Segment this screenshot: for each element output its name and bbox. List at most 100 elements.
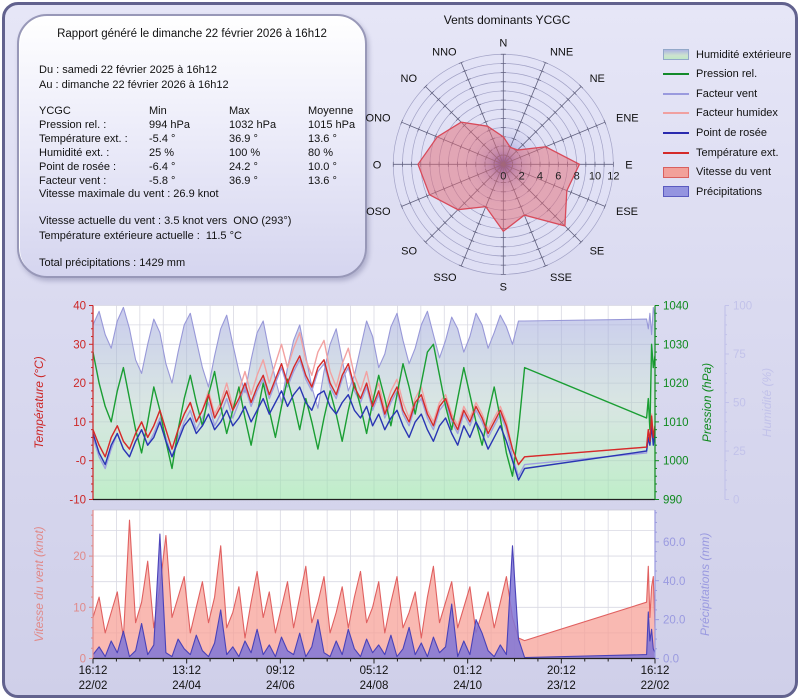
windrose-polygon <box>417 121 581 233</box>
series-line-temperature-ext <box>93 355 655 466</box>
windrose-spoke-tick <box>511 137 517 141</box>
windrose-direction-label: ONO <box>366 113 392 125</box>
windrose-direction-label: SE <box>590 246 605 258</box>
windrose-spoke-tick <box>400 119 403 125</box>
windrose-radial-tick-label: 4 <box>537 170 543 182</box>
windrose-spoke-tick <box>436 97 441 102</box>
windrose-direction-label: E <box>625 159 632 171</box>
windrose-spoke-tick <box>539 69 545 73</box>
windrose-spoke-tick <box>578 193 581 199</box>
windrose-spoke-tick <box>569 133 573 139</box>
windrose-direction-label: NE <box>590 73 605 85</box>
windrose-direction-label: O <box>373 159 382 171</box>
windrose-spoke-tick <box>586 196 590 202</box>
precip-axis-title: Précipitations (mm) <box>698 533 712 636</box>
temp-tick-label: 30 <box>73 339 86 351</box>
windrose-radial-tick-label: 10 <box>589 170 601 182</box>
pressure-tick-label: 990 <box>663 495 682 507</box>
windrose-spoke-tick <box>472 95 478 98</box>
max-wind-line: Vitesse maximale du vent : 26.9 knot <box>39 188 219 200</box>
windrose-radial-tick-label: 2 <box>519 170 525 182</box>
humidity-tick-label: 0 <box>733 495 739 507</box>
windrose-radial-tick-label: 6 <box>555 170 561 182</box>
legend-line-swatch <box>663 112 689 115</box>
x-label-date: 23/12 <box>547 680 576 692</box>
windrose-spoke-tick <box>469 239 475 242</box>
legend-line-swatch <box>663 131 689 134</box>
windrose-spoke-tick <box>579 240 584 245</box>
cell-min: 994 hPa <box>149 119 190 131</box>
windrose-spoke-tick <box>458 61 464 64</box>
series-line-point-de-rosee <box>93 386 655 481</box>
cell-avg: 80 % <box>308 147 334 159</box>
windrose-chart: N NNE NE ENE E ESE SE SSE S SSO SO OSO O ONO NO NNO 0 2 4 6… <box>366 37 639 293</box>
current-temp-line: Température extérieure actuelle : 11.5 °… <box>39 229 242 242</box>
windrose-spoke-tick <box>423 84 428 89</box>
windrose-spoke-tick <box>449 110 454 115</box>
windrose-radial-tick-label: 8 <box>574 170 580 182</box>
windrose-spoke-tick <box>455 116 460 121</box>
legend-line-swatch <box>663 92 689 95</box>
windrose-spoke-tick <box>462 69 468 73</box>
x-label-time: 05:12 <box>360 665 389 677</box>
humidity-axis-title: Humidité (%) <box>760 368 774 437</box>
temp-tick-label: 10 <box>73 417 86 429</box>
windrose-spoke-tick <box>458 264 464 268</box>
windrose-direction-label: NNE <box>550 47 573 59</box>
windrose-spoke-tick <box>518 120 524 124</box>
windrose-spoke-tick <box>521 112 527 115</box>
legend-label: Point de rosée <box>696 126 767 139</box>
cell-max: 1032 hPa <box>229 119 277 131</box>
legend-box-swatch <box>663 49 689 61</box>
humidity-tick-label: 25 <box>733 446 746 458</box>
windrose-spoke-tick <box>586 126 590 132</box>
col-header-max: Max <box>229 105 250 117</box>
windrose-spoke-tick <box>561 137 564 143</box>
windrose-spoke-tick <box>462 256 468 259</box>
windrose-direction-label: NO <box>401 73 418 85</box>
current-wind-line: Vitesse actuelle du vent : 3.5 knot vers… <box>39 215 292 227</box>
windrose-spoke-tick <box>479 213 485 217</box>
humidity-tick-label: 50 <box>733 398 746 410</box>
windrose-spoke-tick <box>425 193 429 199</box>
report-table: YCGC Min Max Moyenne Pression rel. : 994… <box>39 104 388 188</box>
windrose-radial-tick-label: 0 <box>500 170 506 182</box>
precip-tick-label: 20.0 <box>663 615 685 627</box>
windrose-title: Vents dominants YCGC <box>443 13 571 27</box>
legend-label: Température ext. <box>696 146 779 159</box>
cell-avg: 10.0 ° <box>308 161 337 173</box>
windrose-spoke-tick <box>595 200 598 206</box>
humidity-tick-label: 100 <box>733 301 752 313</box>
pressure-tick-label: 1020 <box>663 378 689 390</box>
legend-box-swatch <box>663 186 689 198</box>
legend-line-swatch <box>663 151 689 154</box>
windrose-spoke-tick <box>528 95 534 98</box>
cell-max: 24.2 ° <box>229 161 258 173</box>
windrose-spoke-tick <box>514 129 520 132</box>
legend-label: Pression rel. <box>696 68 758 81</box>
windrose-spoke-tick <box>525 103 531 107</box>
cell-min: -5.8 ° <box>149 175 176 187</box>
windrose-spoke-tick <box>527 136 532 141</box>
windrose-spoke-tick <box>572 233 577 238</box>
legend-item: Point de rosée <box>663 123 791 143</box>
windrose-spoke-tick <box>533 129 538 134</box>
x-label-date: 24/10 <box>453 680 482 692</box>
cell-max: 36.9 ° <box>229 175 258 187</box>
legend-line-swatch <box>663 73 689 76</box>
x-label-time: 20:12 <box>547 665 576 677</box>
windrose-spoke-tick <box>449 214 454 219</box>
series-area-precipitations <box>93 534 655 659</box>
pressure-tick-label: 1010 <box>663 417 689 429</box>
row-label: Pression rel. : <box>39 119 107 131</box>
report-panel: Rapport généré le dimanche 22 février 20… <box>17 14 367 278</box>
windrose-direction-label: N <box>499 37 507 49</box>
windrose-spoke-tick <box>408 200 412 206</box>
cell-avg: 13.6 ° <box>308 175 337 187</box>
windrose-spoke-tick <box>540 123 545 128</box>
pressure-tick-label: 1000 <box>663 456 689 468</box>
wind-tick-label: 20 <box>73 551 86 563</box>
windrose-spoke-tick <box>542 61 548 64</box>
windrose-spoke-tick <box>423 240 428 245</box>
